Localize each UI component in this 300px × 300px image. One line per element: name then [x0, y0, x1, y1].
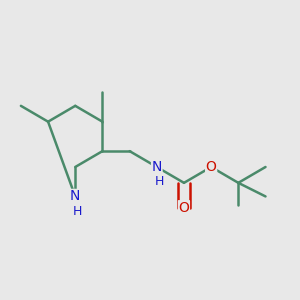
Text: O: O: [206, 160, 217, 174]
Text: O: O: [178, 201, 189, 215]
Text: N: N: [70, 189, 80, 203]
Text: H: H: [154, 175, 164, 188]
Text: N: N: [152, 160, 162, 174]
Text: H: H: [73, 205, 82, 218]
